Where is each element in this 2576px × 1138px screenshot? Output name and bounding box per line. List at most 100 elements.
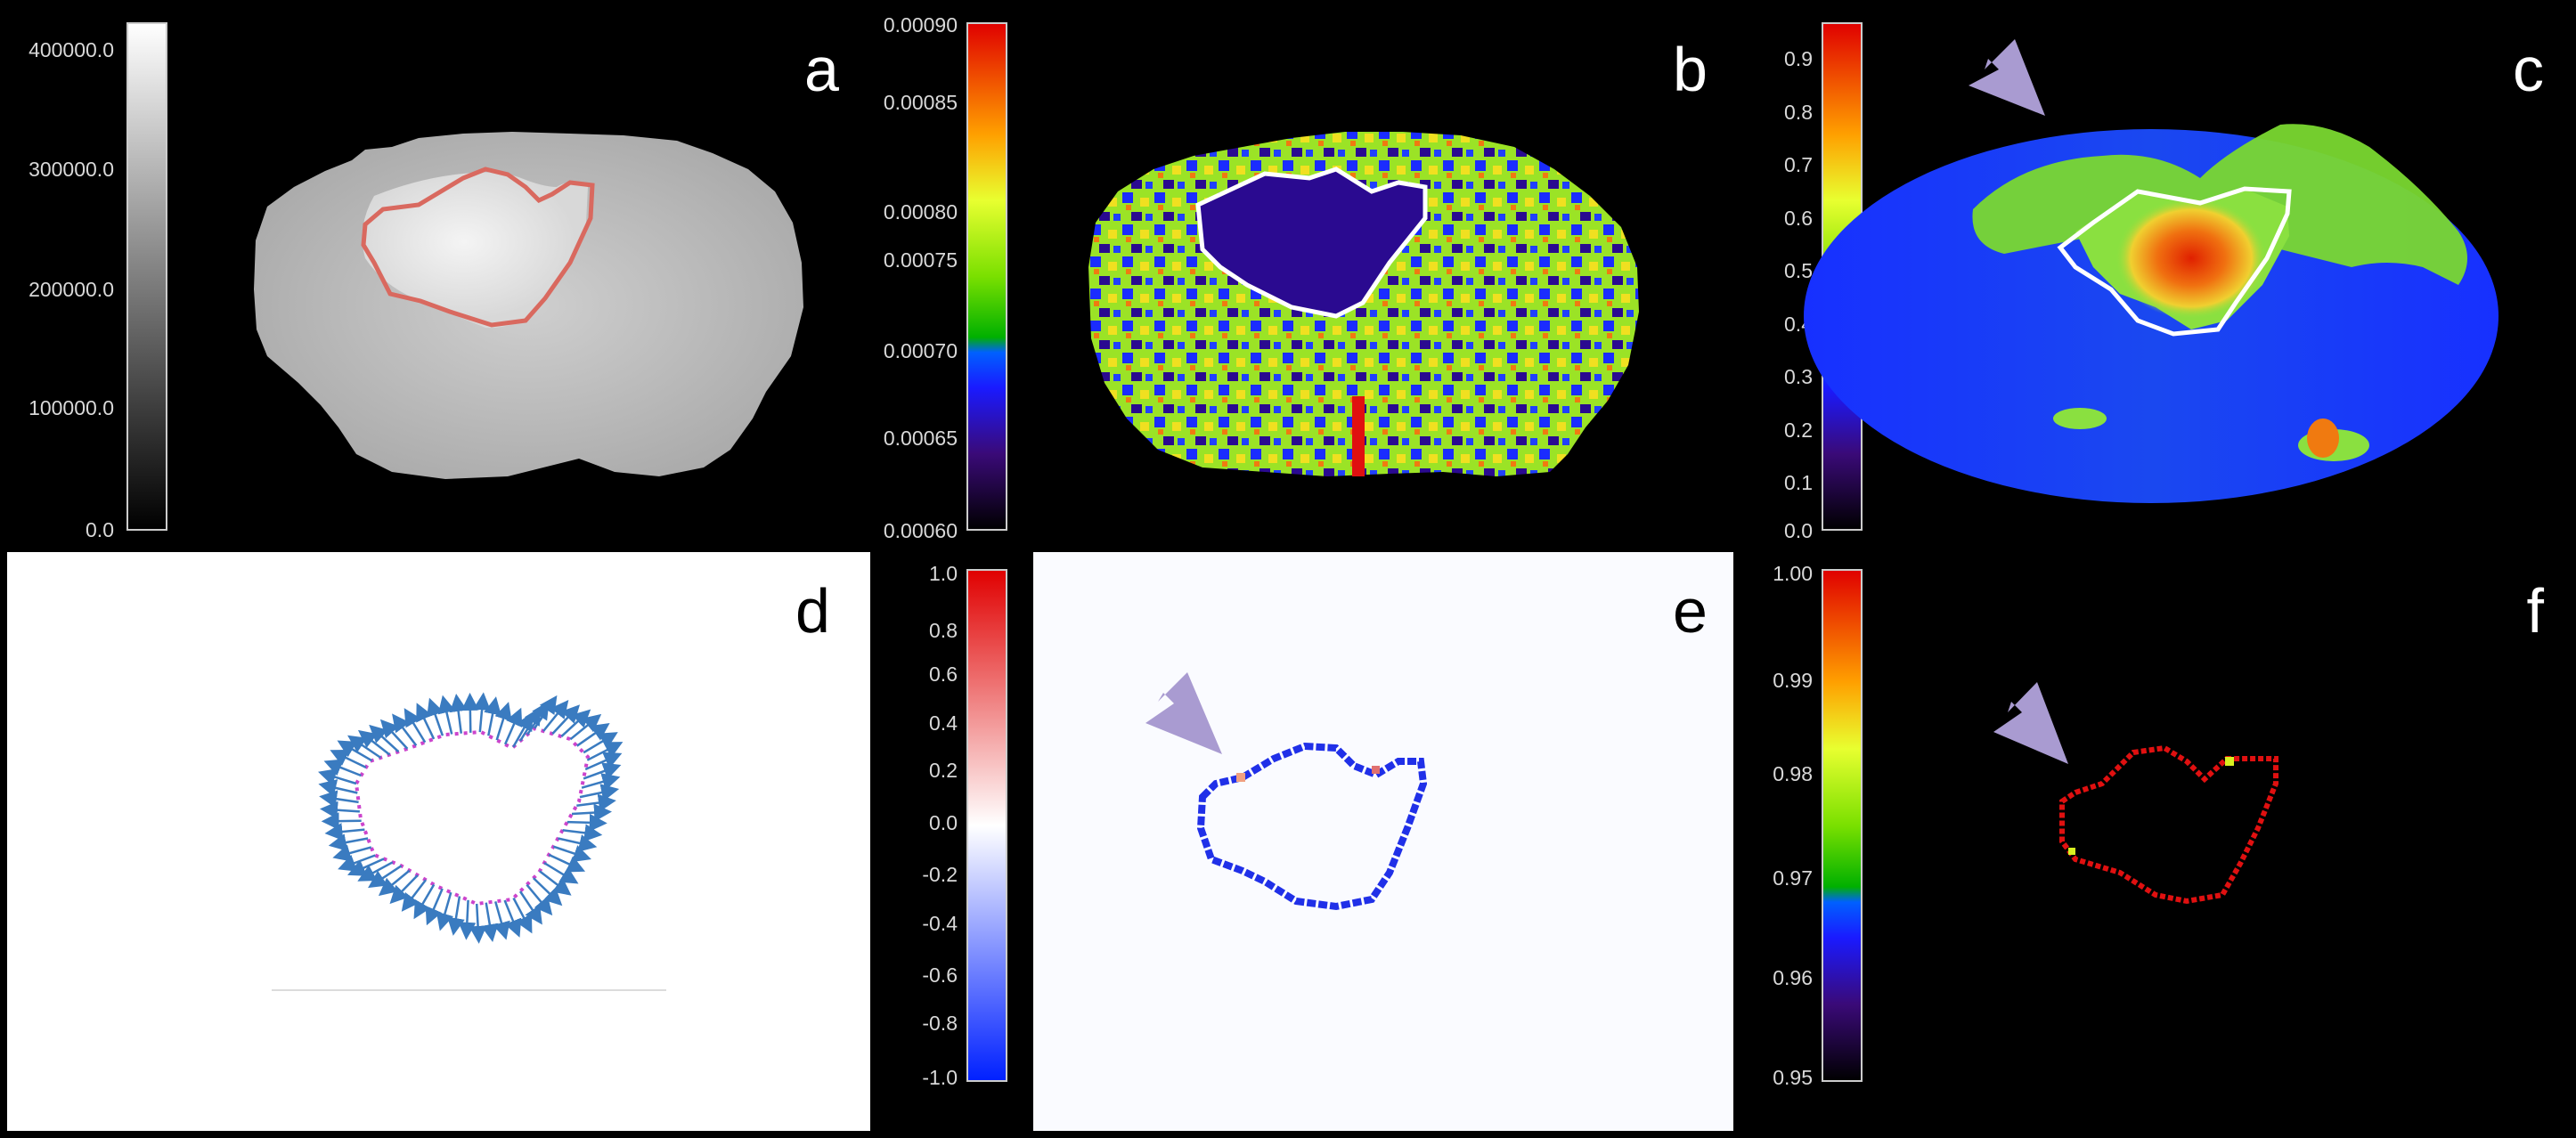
panel-b-tumor-region	[1198, 169, 1425, 316]
normal-vector-arrow	[368, 865, 403, 889]
normal-vector-arrow	[458, 899, 477, 940]
normal-vector-arrow	[324, 823, 365, 841]
panel-e-hot-pixel	[1372, 766, 1380, 774]
panel-d-normal-vectors	[318, 692, 624, 944]
normal-vector-arrow	[318, 779, 358, 797]
panel-e-tick: 0.2	[929, 759, 958, 782]
panel-b-tick: 0.00090	[884, 13, 958, 37]
panel-c-tick: 0.1	[1784, 471, 1813, 494]
panel-f-label: f	[2527, 576, 2545, 646]
normal-vector-arrow	[583, 762, 622, 780]
normal-vector-arrow	[469, 903, 487, 944]
normal-vector-arrow	[369, 724, 400, 753]
panel-e-tick: 0.6	[929, 662, 958, 686]
normal-vector-arrow	[447, 896, 465, 936]
panel-e-label: e	[1673, 576, 1708, 646]
normal-vector-arrow	[436, 891, 453, 931]
normal-vector-arrow	[526, 883, 553, 916]
panel-c: 0.9 0.8 0.7 0.6 0.5 0.4 0.3 0.2 0.1 0.0 …	[1740, 7, 2569, 546]
normal-vector-arrow	[321, 812, 362, 831]
normal-vector-arrow	[533, 877, 563, 906]
panel-b-tick: 0.00070	[884, 339, 958, 362]
normal-vector-arrow	[569, 713, 602, 741]
normal-vector-arrow	[357, 861, 394, 882]
normal-vector-arrow	[581, 773, 621, 791]
panel-c-tick: 0.0	[1784, 519, 1813, 542]
panel-c-label: c	[2513, 35, 2544, 104]
normal-vector-arrow	[427, 697, 444, 736]
normal-vector-arrow	[449, 694, 468, 734]
panel-e-tick: 0.0	[929, 811, 958, 834]
panel-c-tick: 0.6	[1784, 207, 1813, 230]
panel-b-roi-contour	[1195, 167, 1428, 319]
normal-vector-arrow	[338, 854, 376, 872]
arrow-pointer-icon	[1969, 39, 2045, 116]
normal-vector-arrow	[493, 901, 510, 940]
panel-a-tick: 100000.0	[29, 396, 114, 419]
panel-e-contour	[1196, 742, 1428, 911]
panel-b-hot-streak	[1352, 396, 1365, 476]
normal-vector-arrow	[558, 834, 598, 852]
panel-f-tick: 0.97	[1773, 866, 1813, 890]
panel-e: 1.0 0.8 0.6 0.4 0.2 0.0 -0.2 -0.4 -0.6 -…	[876, 552, 1733, 1131]
normal-vector-arrow	[357, 729, 391, 756]
panel-a-colorbar	[126, 22, 167, 531]
panel-b-tick: 0.00065	[884, 427, 958, 450]
panel-e-tick: 0.4	[929, 711, 958, 735]
panel-c-roi-contour	[2057, 186, 2292, 337]
panel-f-tick: 0.98	[1773, 762, 1813, 785]
panel-e-tick: -0.2	[922, 863, 958, 886]
panel-a-label: a	[804, 35, 839, 104]
normal-vector-arrow	[484, 696, 501, 736]
normal-vector-arrow	[552, 845, 591, 863]
panel-c-tick: 0.2	[1784, 419, 1813, 442]
normal-vector-arrow	[425, 888, 444, 926]
panel-f-tick: 1.00	[1773, 562, 1813, 585]
normal-vector-arrow	[480, 902, 499, 943]
panel-f-contour	[2059, 744, 2278, 905]
panel-b-tick: 0.00075	[884, 248, 958, 272]
panel-b-tick: 0.00080	[884, 200, 958, 224]
arrow-pointer-icon	[1993, 682, 2068, 764]
normal-vector-arrow	[579, 784, 620, 801]
panel-c-tick: 0.5	[1784, 259, 1813, 282]
panel-e-tick: 0.8	[929, 619, 958, 642]
normal-vector-arrow	[473, 692, 492, 733]
normal-vector-arrow	[512, 897, 533, 934]
panel-f-tick: 0.95	[1773, 1066, 1813, 1089]
normal-vector-arrow	[416, 703, 436, 740]
panel-b-colorbar	[966, 22, 1007, 531]
panel-b-tick: 0.00085	[884, 91, 958, 114]
panel-e-background	[1033, 552, 1733, 1131]
panel-f-bright-pixel	[2225, 757, 2234, 766]
normal-vector-arrow	[461, 692, 479, 733]
normal-vector-arrow	[389, 874, 419, 905]
normal-vector-arrow	[567, 813, 607, 832]
panel-c-tick: 0.9	[1784, 47, 1813, 70]
arrow-pointer-icon	[1145, 672, 1222, 754]
panel-e-hot-pixel	[1236, 773, 1245, 782]
panel-a-tick: 400000.0	[29, 38, 114, 61]
panel-a: 400000.0 300000.0 200000.0 100000.0 0.0 …	[7, 7, 870, 546]
normal-vector-arrow	[584, 752, 623, 771]
normal-vector-arrow	[392, 713, 418, 747]
panel-f-tick: 0.99	[1773, 669, 1813, 692]
panel-c-tick: 0.7	[1784, 153, 1813, 176]
normal-vector-arrow	[328, 833, 369, 851]
panel-e-tick: -0.8	[922, 1012, 958, 1035]
normal-vector-arrow	[437, 695, 456, 735]
panel-d: d	[7, 552, 870, 1131]
normal-vector-arrow	[562, 824, 603, 842]
normal-vector-arrow	[539, 870, 572, 896]
panel-e-tick: -0.6	[922, 963, 958, 987]
panel-d-label: d	[795, 576, 830, 646]
normal-vector-arrow	[379, 719, 409, 750]
normal-vector-arrow	[494, 702, 512, 741]
normal-vector-arrow	[319, 790, 359, 809]
panel-c-orange-blob	[2307, 419, 2339, 458]
panel-b-label: b	[1673, 35, 1708, 104]
panel-f: 1.00 0.99 0.98 0.97 0.96 0.95 f	[1740, 552, 2569, 1131]
normal-vector-arrow	[518, 890, 542, 925]
normal-vector-arrow	[586, 742, 624, 761]
